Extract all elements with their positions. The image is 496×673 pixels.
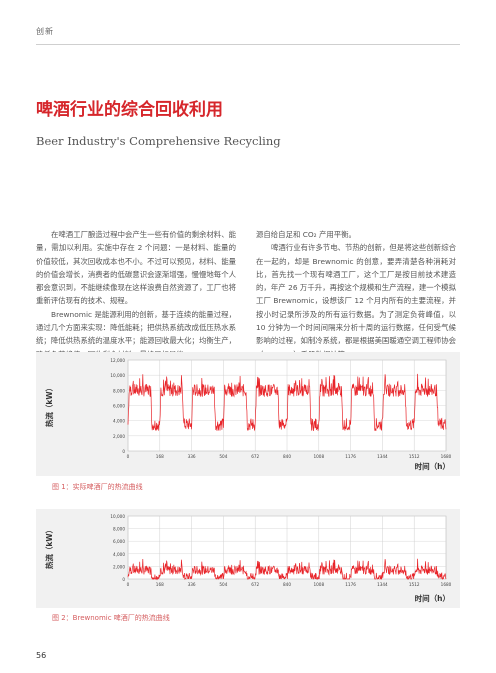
figure-1-caption: 图 1：实际啤酒厂的热流曲线 <box>52 483 143 491</box>
article-subtitle: Beer Industry's Comprehensive Recycling <box>36 134 281 148</box>
series-line <box>127 558 447 581</box>
y-tick-label: 2,000 <box>113 564 125 569</box>
x-tick-label: 336 <box>188 582 196 587</box>
x-tick-label: 0 <box>127 582 130 587</box>
x-tick-label: 1344 <box>377 582 388 587</box>
y-tick-label: 6,000 <box>113 539 125 544</box>
article-title: 啤酒行业的综合回收利用 <box>36 100 223 120</box>
figure-2: 0 2,000 4,000 6,000 8,000 10,000 0 168 336 504 672… <box>36 509 460 608</box>
x-axis-label: 时间（h） <box>415 461 450 471</box>
y-axis-label: 热流（kW） <box>44 384 54 427</box>
page-number: 56 <box>36 651 47 660</box>
paragraph: 在啤酒工厂酿造过程中会产生一些有价值的剩余材料、能量，需加以利用。实施中存在 2… <box>36 230 236 306</box>
y-tick-label: 8,000 <box>113 527 125 532</box>
x-tick-label: 672 <box>251 582 259 587</box>
x-tick-label: 1176 <box>345 454 356 459</box>
y-tick-label: 4,000 <box>113 552 125 557</box>
x-tick-label: 168 <box>156 582 164 587</box>
y-tick-label: 10,000 <box>110 514 125 519</box>
paragraph: 源自给自足和 CO₂ 产用平衡。 <box>256 230 356 239</box>
x-tick-label: 1344 <box>377 454 388 459</box>
figure-2-caption: 图 2：Brewnomic 啤酒厂的热流曲线 <box>52 614 170 622</box>
x-tick-label: 1008 <box>313 454 324 459</box>
x-tick-label: 1008 <box>313 582 324 587</box>
x-tick-label: 1512 <box>409 582 420 587</box>
x-tick-label: 1176 <box>345 582 356 587</box>
text-column-right: 源自给自足和 CO₂ 产用平衡。 啤酒行业有许多节电、节热的创新，但是将这些创新… <box>256 228 456 361</box>
figure-1: 0 2,000 4,000 6,000 8,000 10,000 12,000 0 168 336… <box>36 352 460 476</box>
y-tick-label: 12,000 <box>110 358 125 363</box>
x-tick-label: 840 <box>283 454 291 459</box>
series-line <box>127 373 447 432</box>
paragraph: 啤酒行业有许多节电、节热的创新，但是将这些创新综合在一起的，却是 Brewnom… <box>256 243 456 358</box>
y-axis-label: 热流（kW） <box>44 526 54 569</box>
x-tick-label: 504 <box>219 454 227 459</box>
x-tick-label: 840 <box>283 582 291 587</box>
y-tick-label: 6,000 <box>113 404 125 409</box>
x-tick-label: 1680 <box>441 582 452 587</box>
x-tick-label: 168 <box>156 454 164 459</box>
x-tick-label: 672 <box>251 454 259 459</box>
y-tick-label: 8,000 <box>113 388 125 393</box>
y-tick-label: 2,000 <box>113 434 125 439</box>
x-tick-label: 1680 <box>441 454 452 459</box>
y-tick-label: 10,000 <box>110 373 125 378</box>
section-tag: 创新 <box>36 27 54 36</box>
x-tick-label: 1512 <box>409 454 420 459</box>
y-tick-label: 0 <box>122 449 125 454</box>
x-tick-label: 0 <box>127 454 130 459</box>
header-rule <box>36 44 460 45</box>
x-axis-label: 时间（h） <box>415 593 450 603</box>
heat-flow-chart-actual: 0 2,000 4,000 6,000 8,000 10,000 12,000 0 168 336… <box>44 358 452 471</box>
text-column-left: 在啤酒工厂酿造过程中会产生一些有价值的剩余材料、能量，需加以利用。实施中存在 2… <box>36 228 236 361</box>
x-tick-label: 336 <box>188 454 196 459</box>
x-tick-label: 504 <box>219 582 227 587</box>
y-tick-label: 0 <box>122 577 125 582</box>
y-tick-label: 4,000 <box>113 419 125 424</box>
heat-flow-chart-brewnomic: 0 2,000 4,000 6,000 8,000 10,000 0 168 336 504 672… <box>44 514 452 603</box>
